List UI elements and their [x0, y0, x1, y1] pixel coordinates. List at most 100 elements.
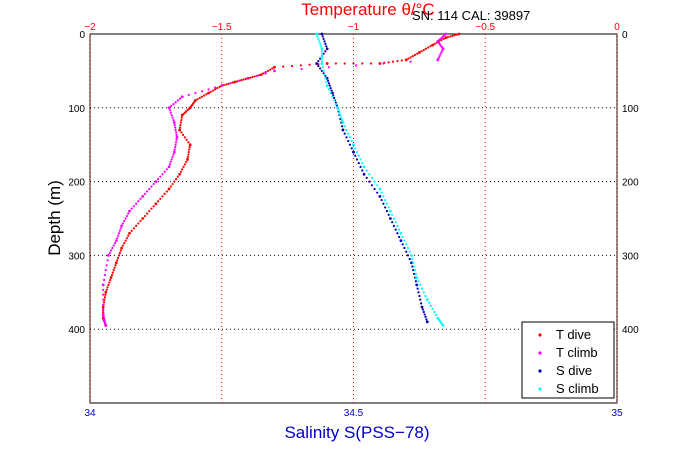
data-point — [382, 202, 385, 205]
data-point — [357, 154, 360, 157]
legend-box — [521, 321, 615, 399]
data-point — [107, 283, 110, 287]
data-point — [103, 320, 107, 323]
data-point — [427, 46, 430, 49]
data-point — [384, 198, 387, 202]
data-point — [114, 239, 118, 243]
data-point — [117, 254, 121, 257]
data-point — [168, 163, 172, 166]
data-point — [449, 35, 452, 38]
data-point — [455, 33, 458, 36]
data-point — [438, 55, 441, 58]
data-point — [222, 83, 226, 87]
data-point — [114, 261, 118, 265]
data-point — [434, 313, 438, 317]
grid — [89, 33, 618, 403]
top-tick-label: −1.5 — [212, 22, 232, 33]
data-point — [102, 301, 106, 304]
data-point — [369, 62, 373, 65]
data-point — [422, 48, 425, 52]
data-point — [172, 150, 176, 154]
data-point — [188, 143, 192, 147]
data-point — [401, 243, 404, 246]
data-point — [373, 180, 376, 183]
data-point — [429, 304, 432, 307]
data-point — [384, 206, 387, 209]
data-point — [174, 143, 177, 146]
data-point — [264, 72, 267, 75]
data-point — [396, 224, 399, 227]
data-point — [320, 59, 323, 63]
data-point — [419, 283, 422, 287]
data-point — [211, 89, 215, 92]
data-point — [319, 67, 322, 70]
data-point — [378, 62, 382, 65]
data-point — [169, 160, 172, 164]
data-point — [318, 40, 321, 43]
data-point — [290, 64, 294, 68]
data-point — [154, 202, 158, 206]
data-point — [117, 234, 120, 237]
data-point — [104, 293, 107, 296]
data-point — [103, 296, 107, 299]
data-point — [156, 178, 160, 181]
data-point — [425, 320, 429, 324]
data-point — [340, 125, 344, 128]
data-point — [327, 66, 331, 69]
data-point — [121, 222, 125, 225]
data-point — [320, 69, 323, 72]
data-point — [355, 64, 358, 67]
data-point — [326, 79, 330, 82]
data-point — [105, 288, 108, 291]
data-point — [174, 141, 178, 144]
data-point — [394, 221, 397, 224]
data-point — [325, 84, 329, 88]
data-point — [422, 291, 425, 294]
data-point — [323, 40, 326, 43]
data-point — [203, 94, 206, 97]
data-point — [329, 87, 332, 90]
data-point — [320, 32, 324, 36]
data-point — [176, 175, 179, 178]
data-point — [325, 80, 328, 84]
data-point — [391, 213, 394, 216]
data-point — [340, 116, 343, 119]
data-point — [319, 57, 322, 60]
data-point — [403, 239, 406, 242]
data-point — [328, 84, 331, 87]
data-point — [148, 210, 151, 213]
data-point — [429, 45, 432, 48]
data-point — [398, 235, 401, 239]
data-point — [316, 35, 319, 38]
data-point — [416, 52, 419, 55]
data-point — [365, 176, 368, 180]
data-point — [322, 69, 325, 72]
data-point — [187, 150, 190, 154]
data-point — [352, 143, 355, 147]
data-point — [102, 308, 105, 311]
data-point — [174, 146, 177, 149]
data-point — [175, 135, 179, 139]
data-point — [359, 165, 362, 168]
legend-marker — [538, 351, 542, 355]
data-point — [324, 77, 327, 80]
data-point — [425, 298, 429, 302]
data-point — [380, 198, 383, 202]
data-point — [102, 288, 105, 291]
data-point — [106, 259, 109, 262]
data-point — [410, 254, 413, 257]
data-point — [128, 231, 131, 235]
data-point — [414, 280, 417, 283]
data-point — [161, 173, 164, 176]
data-point — [320, 62, 324, 65]
y-tick-label-left: 400 — [68, 325, 85, 336]
data-point — [104, 324, 108, 327]
data-point — [112, 269, 115, 272]
data-point — [227, 82, 230, 85]
data-point — [370, 176, 374, 180]
data-point — [253, 75, 256, 78]
data-point — [116, 237, 119, 240]
data-point — [362, 165, 366, 169]
data-point — [159, 197, 162, 200]
bottom-tick-label: 35 — [611, 408, 623, 419]
